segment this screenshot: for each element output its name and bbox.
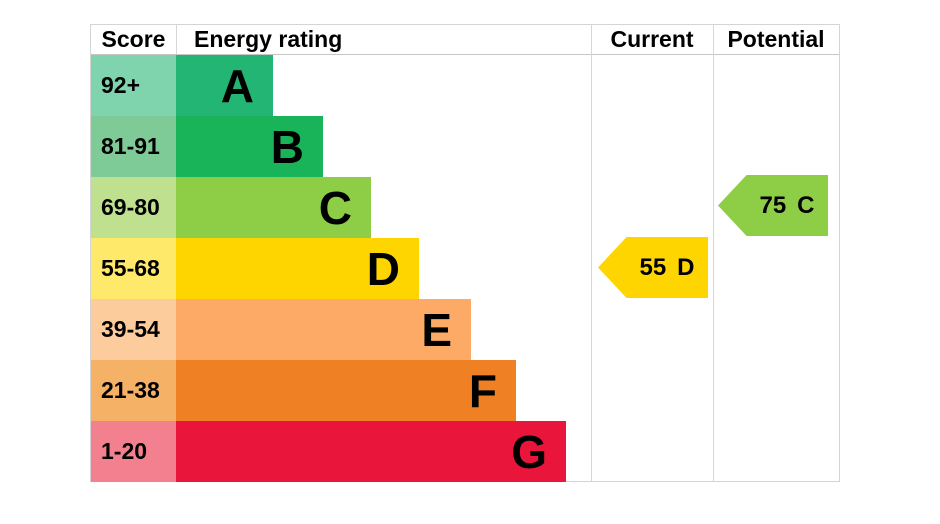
column-header-potential: Potential	[727, 26, 825, 52]
band-row-f: 21-38 F	[91, 360, 839, 421]
score-range-label-e: 39-54	[91, 299, 176, 360]
score-range-label-g: 1-20	[91, 421, 176, 482]
current-score-value: 55	[639, 253, 667, 281]
current-band-letter: D	[677, 253, 695, 281]
epc-rating-chart: Score Energy rating Current Potential 92…	[90, 24, 840, 482]
divider-current-potential	[713, 25, 714, 481]
band-letter-a: A	[220, 59, 254, 112]
band-letter-e: E	[421, 303, 452, 356]
band-bar-f: F	[176, 360, 516, 421]
score-range-label-b: 81-91	[91, 116, 176, 177]
band-row-a: 92+ A	[91, 55, 839, 116]
band-row-e: 39-54 E	[91, 299, 839, 360]
band-bar-g: G	[176, 421, 566, 482]
column-header-energy-rating: Energy rating	[194, 26, 343, 52]
band-bar-c: C	[176, 177, 371, 238]
column-header-score: Score	[101, 26, 166, 52]
band-bar-d: D	[176, 238, 419, 299]
divider-energy-current	[591, 25, 592, 481]
band-letter-f: F	[468, 364, 497, 417]
band-bar-e: E	[176, 299, 471, 360]
band-letter-c: C	[318, 181, 352, 234]
band-letter-g: G	[511, 425, 547, 478]
band-letter-b: B	[270, 120, 304, 173]
chart-header-row: Score Energy rating Current Potential	[91, 25, 839, 55]
band-bar-a: A	[176, 55, 273, 116]
band-row-c: 69-80 C	[91, 177, 839, 238]
band-row-g: 1-20 G	[91, 421, 839, 482]
score-range-label-d: 55-68	[91, 238, 176, 299]
score-range-label-c: 69-80	[91, 177, 176, 238]
column-header-current: Current	[610, 26, 694, 52]
divider-score-energy	[176, 25, 177, 55]
score-range-label-f: 21-38	[91, 360, 176, 421]
score-range-label-a: 92+	[91, 55, 176, 116]
potential-band-letter: C	[797, 191, 815, 219]
band-bar-b: B	[176, 116, 323, 177]
band-letter-d: D	[366, 242, 400, 295]
band-row-d: 55-68 D	[91, 238, 839, 299]
band-row-b: 81-91 B	[91, 116, 839, 177]
potential-score-value: 75	[759, 191, 787, 219]
